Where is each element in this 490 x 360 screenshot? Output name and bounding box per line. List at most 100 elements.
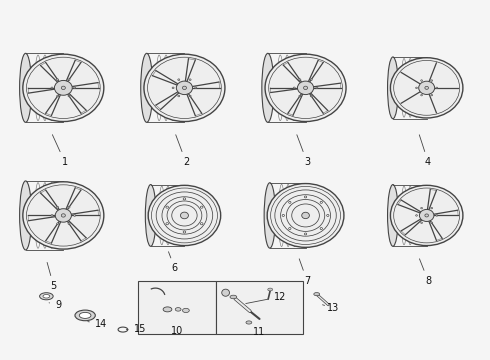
Ellipse shape xyxy=(182,308,189,312)
Ellipse shape xyxy=(68,223,70,224)
Ellipse shape xyxy=(163,307,172,312)
Text: 13: 13 xyxy=(322,303,340,313)
Ellipse shape xyxy=(51,215,53,216)
Ellipse shape xyxy=(327,215,329,216)
Text: 5: 5 xyxy=(47,262,57,291)
Ellipse shape xyxy=(79,312,91,318)
Ellipse shape xyxy=(61,86,65,90)
Bar xyxy=(216,281,303,334)
Ellipse shape xyxy=(183,231,186,233)
Ellipse shape xyxy=(246,321,252,324)
Ellipse shape xyxy=(320,228,322,229)
Ellipse shape xyxy=(314,293,319,296)
Text: 8: 8 xyxy=(419,259,431,286)
Text: 11: 11 xyxy=(253,327,266,337)
Text: 4: 4 xyxy=(419,135,431,167)
Text: 6: 6 xyxy=(169,252,178,273)
Ellipse shape xyxy=(299,79,301,81)
Ellipse shape xyxy=(57,79,59,81)
Ellipse shape xyxy=(268,288,272,291)
Ellipse shape xyxy=(264,183,275,248)
Ellipse shape xyxy=(68,95,70,97)
Ellipse shape xyxy=(75,310,96,321)
Text: 14: 14 xyxy=(88,319,107,329)
Ellipse shape xyxy=(20,181,31,250)
Ellipse shape xyxy=(391,185,463,246)
Ellipse shape xyxy=(57,223,59,224)
Ellipse shape xyxy=(425,214,428,217)
Ellipse shape xyxy=(310,79,312,81)
Ellipse shape xyxy=(23,54,104,122)
Ellipse shape xyxy=(55,209,72,222)
Ellipse shape xyxy=(388,57,398,119)
Ellipse shape xyxy=(178,79,180,81)
Ellipse shape xyxy=(418,81,435,94)
Ellipse shape xyxy=(189,95,191,97)
Ellipse shape xyxy=(180,212,189,219)
Ellipse shape xyxy=(172,87,174,89)
Ellipse shape xyxy=(421,80,422,81)
Ellipse shape xyxy=(289,201,291,203)
Ellipse shape xyxy=(289,228,291,229)
Ellipse shape xyxy=(183,198,186,200)
Ellipse shape xyxy=(23,182,104,249)
Ellipse shape xyxy=(388,185,398,246)
Text: 9: 9 xyxy=(49,300,61,310)
Ellipse shape xyxy=(421,222,422,224)
Ellipse shape xyxy=(74,215,75,216)
Ellipse shape xyxy=(431,80,433,81)
Ellipse shape xyxy=(419,210,434,221)
Ellipse shape xyxy=(265,54,346,122)
Ellipse shape xyxy=(166,223,169,225)
Ellipse shape xyxy=(200,206,203,208)
Ellipse shape xyxy=(391,58,463,118)
Ellipse shape xyxy=(189,79,191,81)
Text: 10: 10 xyxy=(171,326,183,336)
Ellipse shape xyxy=(166,206,169,208)
Ellipse shape xyxy=(182,86,187,90)
Ellipse shape xyxy=(178,95,180,97)
Ellipse shape xyxy=(431,222,433,224)
Ellipse shape xyxy=(57,206,59,208)
Ellipse shape xyxy=(74,87,75,89)
Ellipse shape xyxy=(416,87,417,89)
Text: 12: 12 xyxy=(246,292,287,303)
Ellipse shape xyxy=(297,81,314,95)
Ellipse shape xyxy=(200,223,203,225)
Ellipse shape xyxy=(68,79,70,81)
Ellipse shape xyxy=(431,207,433,209)
Ellipse shape xyxy=(302,212,309,219)
Ellipse shape xyxy=(262,53,274,122)
Ellipse shape xyxy=(146,185,156,246)
Ellipse shape xyxy=(416,215,417,216)
Text: 15: 15 xyxy=(126,324,146,334)
Ellipse shape xyxy=(54,80,72,95)
Ellipse shape xyxy=(20,53,31,122)
Text: 7: 7 xyxy=(299,259,310,286)
Ellipse shape xyxy=(148,185,220,246)
Ellipse shape xyxy=(304,233,307,235)
Ellipse shape xyxy=(282,215,285,216)
Bar xyxy=(138,281,216,334)
Text: 1: 1 xyxy=(52,135,68,167)
Ellipse shape xyxy=(61,214,65,217)
Ellipse shape xyxy=(230,295,237,299)
Ellipse shape xyxy=(310,95,312,97)
Ellipse shape xyxy=(222,289,229,296)
Ellipse shape xyxy=(436,87,438,89)
Ellipse shape xyxy=(144,54,225,122)
Ellipse shape xyxy=(267,184,344,247)
Ellipse shape xyxy=(320,201,322,203)
Ellipse shape xyxy=(141,53,153,122)
Ellipse shape xyxy=(51,87,53,89)
Text: 3: 3 xyxy=(297,135,310,167)
Ellipse shape xyxy=(175,307,181,311)
Ellipse shape xyxy=(293,87,295,89)
Ellipse shape xyxy=(303,86,308,90)
Ellipse shape xyxy=(57,95,59,97)
Ellipse shape xyxy=(40,293,53,300)
Ellipse shape xyxy=(304,196,307,198)
Ellipse shape xyxy=(299,95,301,97)
Text: 2: 2 xyxy=(176,135,189,167)
Ellipse shape xyxy=(421,207,422,209)
